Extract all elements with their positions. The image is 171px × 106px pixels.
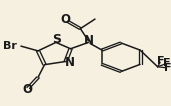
Text: N: N <box>84 34 94 47</box>
Text: S: S <box>52 33 61 46</box>
Text: Br: Br <box>3 41 17 51</box>
Text: O: O <box>22 83 32 96</box>
Text: F: F <box>163 58 170 68</box>
Text: N: N <box>65 56 75 68</box>
Text: F: F <box>164 63 171 73</box>
Text: F: F <box>157 56 165 66</box>
Text: O: O <box>60 13 70 26</box>
